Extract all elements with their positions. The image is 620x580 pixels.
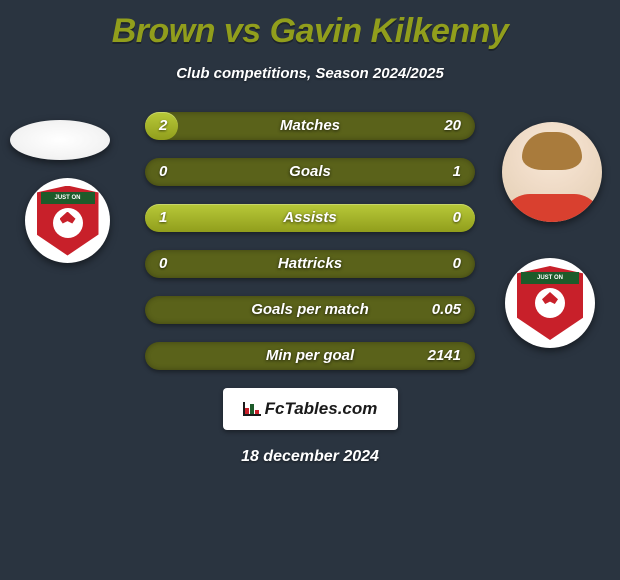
stat-label: Hattricks <box>145 250 475 278</box>
stat-right-value: 20 <box>444 112 461 140</box>
chart-icon <box>243 402 261 416</box>
stat-label: Assists <box>145 204 475 232</box>
stat-right-value: 0 <box>453 250 461 278</box>
stat-label: Min per goal <box>145 342 475 370</box>
stat-right-value: 0.05 <box>432 296 461 324</box>
stat-row: 1 Assists 0 <box>145 204 475 232</box>
stat-row: 0 Goals 1 <box>145 158 475 186</box>
stat-label: Matches <box>145 112 475 140</box>
date-text: 18 december 2024 <box>0 448 620 466</box>
stat-row: Goals per match 0.05 <box>145 296 475 324</box>
stat-row: Min per goal 2141 <box>145 342 475 370</box>
stat-right-value: 2141 <box>428 342 461 370</box>
page-title: Brown vs Gavin Kilkenny <box>0 0 620 51</box>
brand-text: FcTables.com <box>265 399 378 419</box>
brand-box[interactable]: FcTables.com <box>223 388 398 430</box>
subtitle: Club competitions, Season 2024/2025 <box>0 65 620 82</box>
stat-row: 0 Hattricks 0 <box>145 250 475 278</box>
stat-right-value: 0 <box>453 204 461 232</box>
stat-right-value: 1 <box>453 158 461 186</box>
stats-chart: 2 Matches 20 0 Goals 1 1 Assists 0 0 Hat… <box>0 112 620 370</box>
stat-label: Goals <box>145 158 475 186</box>
stat-row: 2 Matches 20 <box>145 112 475 140</box>
stat-label: Goals per match <box>145 296 475 324</box>
